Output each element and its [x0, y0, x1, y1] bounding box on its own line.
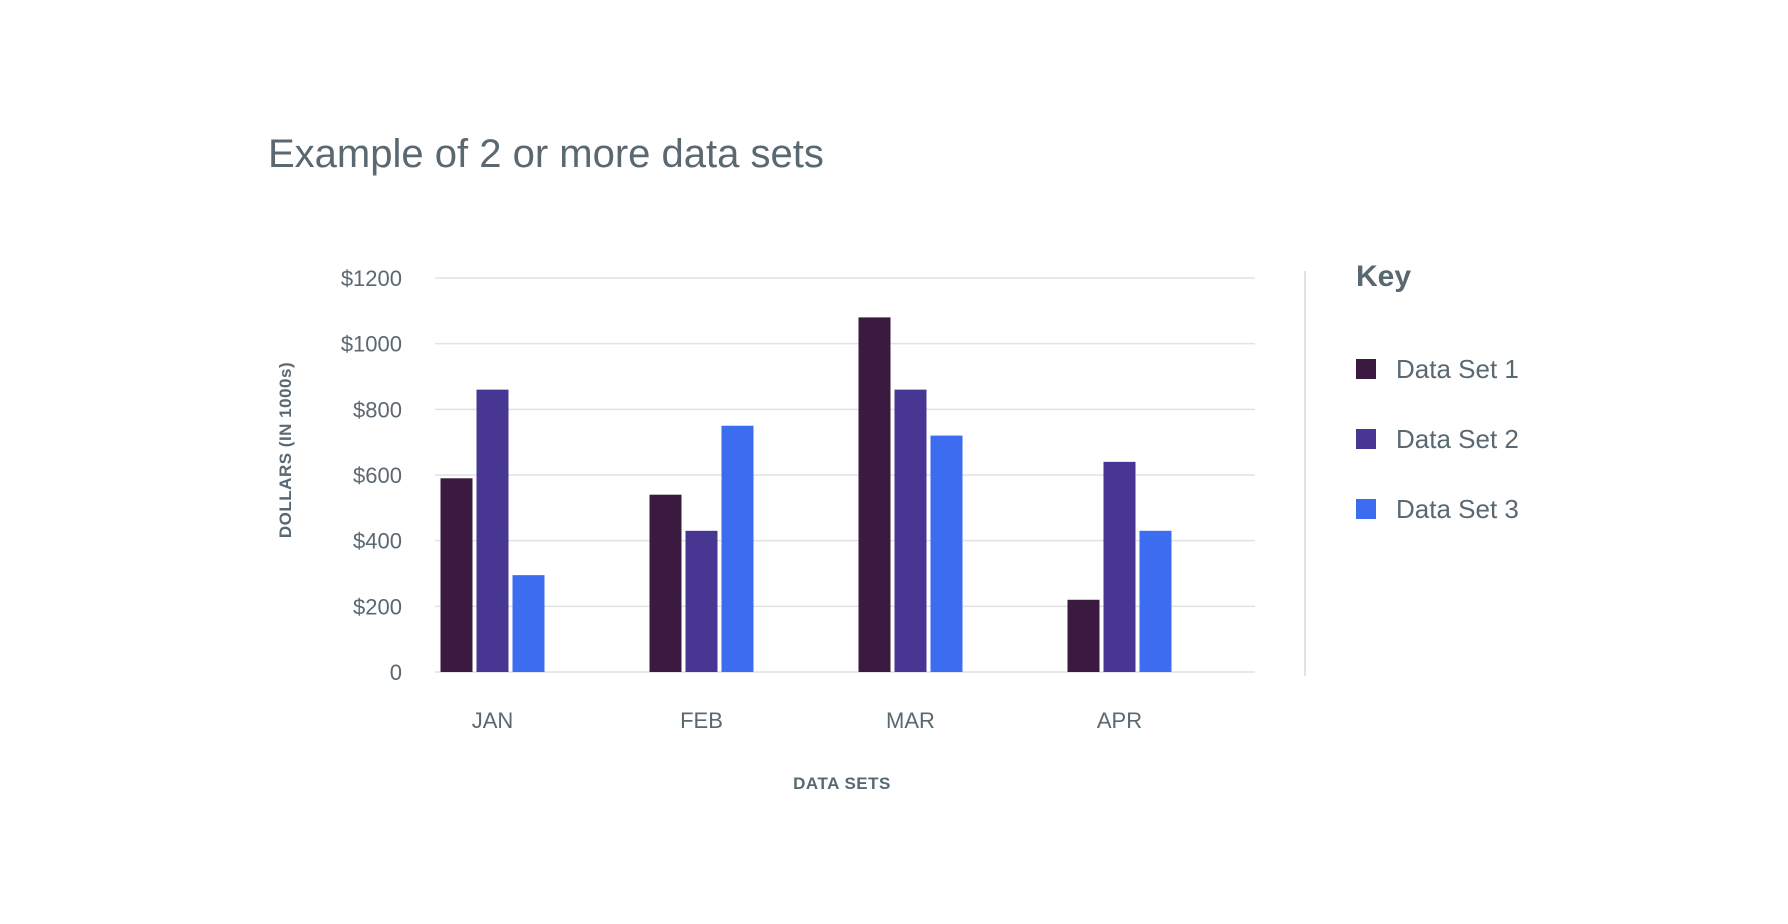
y-tick-label: $1000 [341, 332, 402, 357]
legend-title: Key [1356, 260, 1412, 293]
bar-mar-series-2 [894, 389, 927, 672]
chart-title: Example of 2 or more data sets [268, 132, 824, 176]
legend-label: Data Set 3 [1396, 493, 1519, 524]
y-axis-title: DOLLARS (IN 1000s) [276, 362, 295, 538]
legend-item: Data Set 2 [1356, 404, 1519, 474]
x-tick-label: JAN [472, 708, 514, 733]
x-axis-title: DATA SETS [793, 774, 891, 793]
legend: Data Set 1 Data Set 2 Data Set 3 [1356, 334, 1519, 544]
gridlines [435, 277, 1255, 673]
bar-jan-series-2 [476, 389, 509, 672]
bar-feb-series-3 [721, 425, 754, 672]
bar-mar-series-1 [858, 317, 891, 672]
bar-apr-series-2 [1103, 461, 1136, 672]
x-tick-label: FEB [680, 708, 723, 733]
y-tick-label: $200 [353, 594, 402, 619]
y-tick-label: $600 [353, 463, 402, 488]
y-tick-label: $1200 [341, 266, 402, 291]
legend-swatch [1356, 499, 1376, 519]
bars [440, 317, 1172, 672]
bar-feb-series-1 [649, 494, 682, 672]
legend-swatch [1356, 429, 1376, 449]
y-tick-label: $800 [353, 397, 402, 422]
legend-item: Data Set 1 [1356, 334, 1519, 404]
legend-label: Data Set 2 [1396, 423, 1519, 454]
x-axis-ticks: JAN FEB MAR APR [472, 708, 1142, 733]
legend-item: Data Set 3 [1356, 474, 1519, 544]
x-tick-label: APR [1097, 708, 1142, 733]
x-tick-label: MAR [886, 708, 935, 733]
bar-apr-series-3 [1139, 530, 1172, 672]
y-axis-ticks: 0 $200 $400 $600 $800 $1000 $1200 [341, 266, 402, 685]
legend-label: Data Set 1 [1396, 353, 1519, 384]
bar-apr-series-1 [1067, 599, 1100, 672]
y-tick-label: $400 [353, 529, 402, 554]
legend-divider [1304, 271, 1306, 676]
bar-mar-series-3 [930, 435, 963, 672]
legend-swatch [1356, 359, 1376, 379]
y-tick-label: 0 [390, 660, 402, 685]
bar-jan-series-1 [440, 478, 473, 672]
bar-feb-series-2 [685, 530, 718, 672]
bar-jan-series-3 [512, 575, 545, 672]
